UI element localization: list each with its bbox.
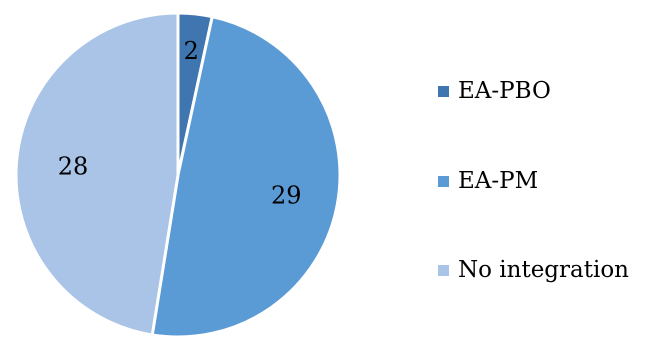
legend-swatch-no-integration [438, 264, 449, 276]
legend-label-no-integration: No integration [458, 257, 629, 283]
pie-slice-ea-pm [150, 14, 342, 338]
legend-swatch-ea-pbo [438, 85, 449, 97]
legend-item-ea-pm: EA-PM [438, 166, 538, 196]
pie-slice-no-integration [14, 11, 180, 337]
legend-item-no-integration: No integration [438, 255, 629, 285]
data-label-no-integration: 28 [58, 153, 89, 181]
data-label-ea-pbo: 2 [184, 37, 199, 65]
legend-swatch-ea-pm [438, 175, 449, 187]
pie-slices [14, 11, 342, 338]
legend-label-ea-pbo: EA-PBO [458, 78, 551, 104]
legend-label-ea-pm: EA-PM [458, 168, 539, 194]
pie-data-labels: 2 29 28 [58, 37, 302, 209]
data-label-ea-pm: 29 [271, 181, 302, 209]
legend-item-ea-pbo: EA-PBO [438, 76, 551, 106]
